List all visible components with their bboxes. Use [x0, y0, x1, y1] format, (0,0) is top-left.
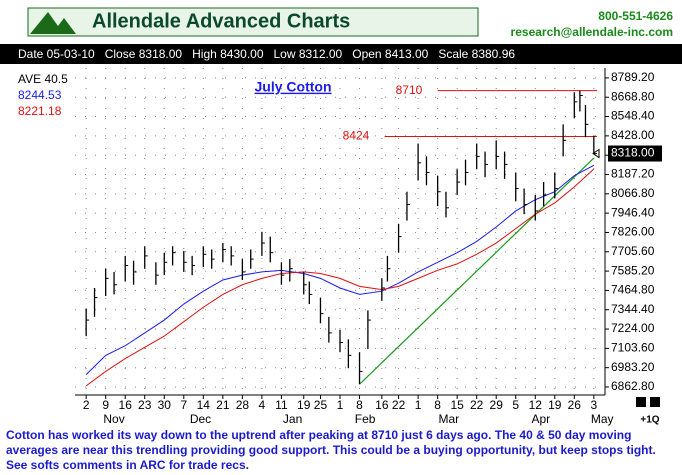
level-label: 8710 — [396, 83, 423, 97]
phone: 800-551-4626 — [598, 9, 673, 23]
y-tick-label: 8668.80 — [611, 89, 655, 103]
logo-title: Allendale Advanced Charts — [92, 10, 350, 32]
x-tick-label: 22 — [470, 398, 484, 412]
nav-square[interactable] — [650, 397, 660, 407]
logo-mark — [30, 12, 76, 34]
month-label: Feb — [355, 412, 376, 426]
x-tick-label: 1 — [415, 398, 422, 412]
y-tick-label: 7946.40 — [611, 205, 655, 219]
info-bar: Date 05-03-10 Close 8318.00 High 8430.00 Lo… — [0, 44, 682, 64]
x-tick-label: 19 — [297, 398, 311, 412]
y-tick-label: 8789.20 — [611, 70, 655, 84]
level-label: 8424 — [343, 129, 370, 143]
period-label: +1Q — [640, 415, 659, 426]
last-price-box — [608, 145, 662, 162]
x-tick-label: 23 — [138, 398, 152, 412]
x-tick-label: 11 — [275, 398, 288, 412]
y-tick-label: 7224.00 — [611, 321, 655, 335]
x-tick-label: 14 — [197, 398, 211, 412]
x-tick-label: 12 — [529, 398, 543, 412]
info-item: High 8430.00 — [192, 47, 264, 61]
nav-square[interactable] — [636, 397, 646, 407]
x-tick-label: 29 — [490, 398, 504, 412]
y-tick-label: 7103.60 — [611, 341, 655, 355]
last-price-label: 8318.00 — [611, 146, 655, 160]
y-tick-label: 6862.80 — [611, 379, 655, 393]
y-tick-label: 6983.20 — [611, 360, 655, 374]
y-tick-label: 7344.40 — [611, 302, 655, 316]
x-tick-label: 30 — [158, 398, 172, 412]
info-item: Open 8413.00 — [352, 47, 429, 61]
logo-box — [27, 7, 479, 37]
last-arrow — [592, 148, 600, 159]
y-tick-label: 8428.00 — [611, 128, 655, 142]
x-tick-label: 7 — [180, 398, 187, 412]
x-tick-label: 9 — [102, 398, 109, 412]
x-tick-label: 25 — [314, 398, 328, 412]
y-tick-label: 7826.00 — [611, 225, 655, 239]
comment: Cotton has worked its way down to the up… — [6, 428, 656, 472]
email: research@allendale-inc.com — [511, 25, 673, 39]
info-item: Close 8318.00 — [104, 47, 183, 61]
y-tick-label: 8187.20 — [611, 167, 655, 181]
x-tick-label: 1 — [337, 398, 344, 412]
chart-title: July Cotton — [255, 79, 332, 95]
x-tick-label: 4 — [259, 398, 266, 412]
y-tick-label: 8548.40 — [611, 109, 655, 123]
x-tick-label: 3 — [590, 398, 597, 412]
x-tick-label: 8 — [434, 398, 441, 412]
x-tick-label: 28 — [236, 398, 250, 412]
month-label: May — [591, 412, 614, 426]
month-label: Nov — [103, 412, 124, 426]
legend-entry: 8221.18 — [18, 104, 62, 118]
x-tick-label: 16 — [119, 398, 133, 412]
trend-line — [359, 157, 595, 385]
month-label: Mar — [438, 412, 459, 426]
y-tick-label: 7585.20 — [611, 263, 655, 277]
moving-average — [85, 168, 595, 387]
x-tick-label: 5 — [512, 398, 519, 412]
month-label: Jan — [283, 412, 302, 426]
y-tick-label: 8066.80 — [611, 186, 655, 200]
x-tick-label: 21 — [216, 398, 230, 412]
month-label: Dec — [190, 412, 211, 426]
month-label: Apr — [531, 412, 550, 426]
x-tick-label: 22 — [392, 398, 406, 412]
x-tick-label: 15 — [450, 398, 464, 412]
x-tick-label: 26 — [568, 398, 582, 412]
legend-title: AVE 40.5 — [18, 72, 68, 86]
y-tick-label: 7464.80 — [611, 283, 655, 297]
info-item: Date 05-03-10 — [18, 47, 95, 61]
moving-average — [85, 164, 595, 375]
legend-entry: 8244.53 — [18, 88, 62, 102]
x-tick-label: 2 — [83, 398, 90, 412]
x-tick-label: 16 — [375, 398, 389, 412]
x-tick-label: 8 — [356, 398, 363, 412]
y-tick-label: 7705.60 — [611, 244, 655, 258]
x-tick-label: 19 — [548, 398, 562, 412]
info-item: Low 8312.00 — [273, 47, 343, 61]
info-item: Scale 8380.96 — [438, 47, 516, 61]
